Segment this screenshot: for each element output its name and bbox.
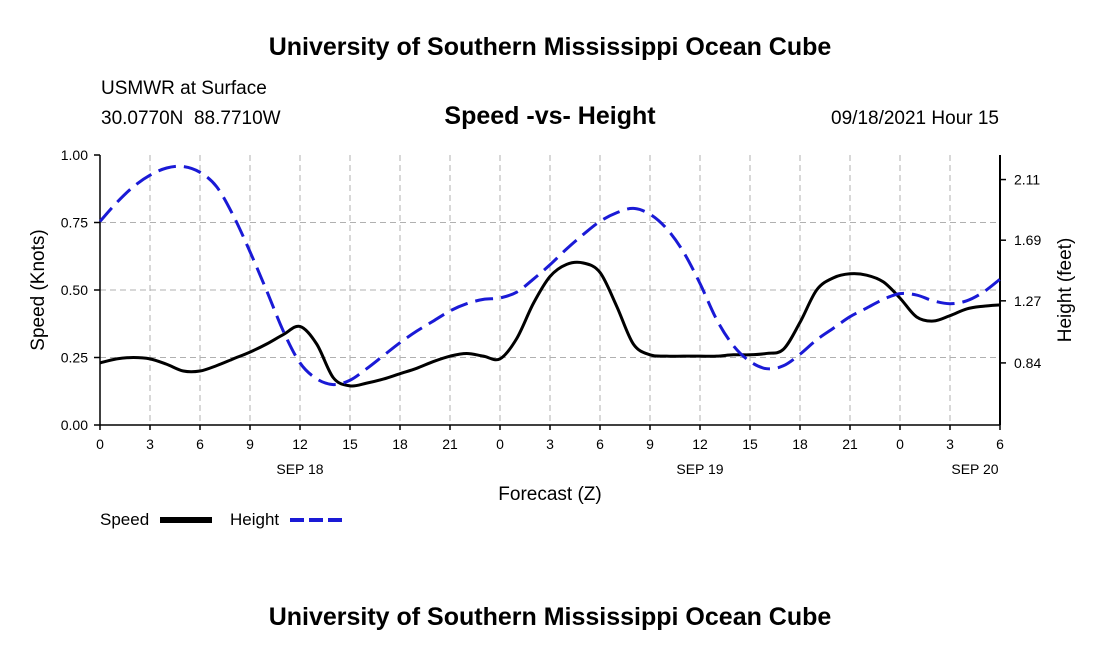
- x-tick-label: 15: [742, 436, 758, 452]
- x-tick-label: 21: [442, 436, 458, 452]
- y-tick-label: 0.00: [61, 417, 88, 433]
- y2-tick-label: 1.69: [1014, 232, 1041, 248]
- x-tick-label: 3: [146, 436, 154, 452]
- station-label: USMWR at Surface: [101, 78, 267, 99]
- y2-tick-label: 2.11: [1014, 172, 1040, 188]
- x-tick-label: 18: [792, 436, 808, 452]
- x-tick-label: 12: [292, 436, 308, 452]
- plot-title: Speed -vs- Height: [444, 102, 656, 130]
- chart-grid: [100, 155, 1000, 425]
- date-label: SEP 20: [951, 461, 998, 477]
- x-tick-label: 0: [96, 436, 104, 452]
- y-tick-label: 0.75: [61, 215, 88, 231]
- height-series-line: [98, 164, 1001, 387]
- chart-axes: [94, 154, 1006, 430]
- speed-series-line: [99, 260, 1001, 388]
- chart-series: [98, 164, 1001, 388]
- y2-tick-label: 0.84: [1014, 355, 1041, 371]
- x-tick-label: 3: [946, 436, 954, 452]
- x-tick-label: 6: [996, 436, 1004, 452]
- y-axis-label: Speed (Knots): [28, 229, 49, 350]
- legend-speed-label: Speed: [100, 510, 149, 529]
- date-label: SEP 19: [676, 461, 723, 477]
- x-tick-label: 0: [496, 436, 504, 452]
- date-label: SEP 18: [276, 461, 323, 477]
- x-tick-label: 6: [596, 436, 604, 452]
- x-tick-label: 3: [546, 436, 554, 452]
- y2-axis-label: Height (feet): [1055, 238, 1076, 343]
- legend-height-label: Height: [230, 510, 279, 529]
- x-tick-label: 15: [342, 436, 358, 452]
- coordinates-label: 30.0770N 88.7710W: [101, 108, 281, 129]
- x-tick-label: 9: [246, 436, 254, 452]
- y-tick-label: 0.25: [61, 350, 88, 366]
- footer-title: University of Southern Mississippi Ocean…: [269, 603, 832, 631]
- chart-tick-labels: 0 3 6 9 12 15 18 21 0 3 6 9 12 15 18 21 0 3 6 SEP 18 SEP 19 S…: [61, 147, 1042, 477]
- x-axis-label: Forecast (Z): [498, 484, 601, 505]
- y-tick-label: 1.00: [61, 147, 88, 163]
- y2-tick-label: 1.27: [1014, 293, 1041, 309]
- x-tick-label: 0: [896, 436, 904, 452]
- x-tick-label: 6: [196, 436, 204, 452]
- page-title: University of Southern Mississippi Ocean…: [269, 33, 832, 61]
- x-tick-label: 9: [646, 436, 654, 452]
- x-tick-label: 21: [842, 436, 858, 452]
- datetime-label: 09/18/2021 Hour 15: [831, 108, 999, 129]
- x-tick-label: 18: [392, 436, 408, 452]
- x-tick-label: 12: [692, 436, 708, 452]
- legend: Speed Height: [100, 510, 342, 529]
- y-tick-label: 0.50: [61, 282, 88, 298]
